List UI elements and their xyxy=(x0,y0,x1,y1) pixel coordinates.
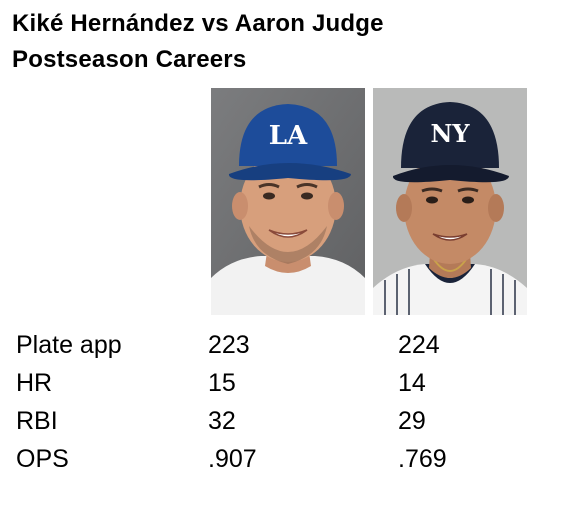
stat-row-plate-app: Plate app 223 224 xyxy=(16,326,556,364)
stat-label: RBI xyxy=(16,407,58,435)
yankees-player-portrait-icon: NY xyxy=(373,88,527,315)
stat-label: OPS xyxy=(16,445,69,473)
dodgers-player-portrait-icon: LA xyxy=(211,88,365,315)
title-line-2: Postseason Careers xyxy=(12,46,247,73)
title-line-1: Kiké Hernández vs Aaron Judge xyxy=(12,10,384,37)
stat-row-rbi: RBI 32 29 xyxy=(16,402,556,440)
stat-label: Plate app xyxy=(16,331,122,359)
stat-value-judge: 14 xyxy=(398,369,426,397)
stat-value-hernandez: .907 xyxy=(208,445,257,473)
stat-value-judge: 224 xyxy=(398,331,440,359)
player-photo-hernandez: LA xyxy=(211,88,365,315)
stat-value-hernandez: 15 xyxy=(208,369,236,397)
page-title: Kiké Hernández vs Aaron Judge Postseason… xyxy=(12,6,384,78)
stat-row-ops: OPS .907 .769 xyxy=(16,440,556,478)
stat-value-judge: 29 xyxy=(398,407,426,435)
player-photo-judge: NY xyxy=(373,88,527,315)
cap-logo-text: NY xyxy=(430,119,470,148)
cap-logo-text: LA xyxy=(269,121,308,151)
stat-value-judge: .769 xyxy=(398,445,447,473)
stat-label: HR xyxy=(16,369,53,397)
stat-row-hr: HR 15 14 xyxy=(16,364,556,402)
stat-value-hernandez: 32 xyxy=(208,407,236,435)
stat-value-hernandez: 223 xyxy=(208,331,250,359)
